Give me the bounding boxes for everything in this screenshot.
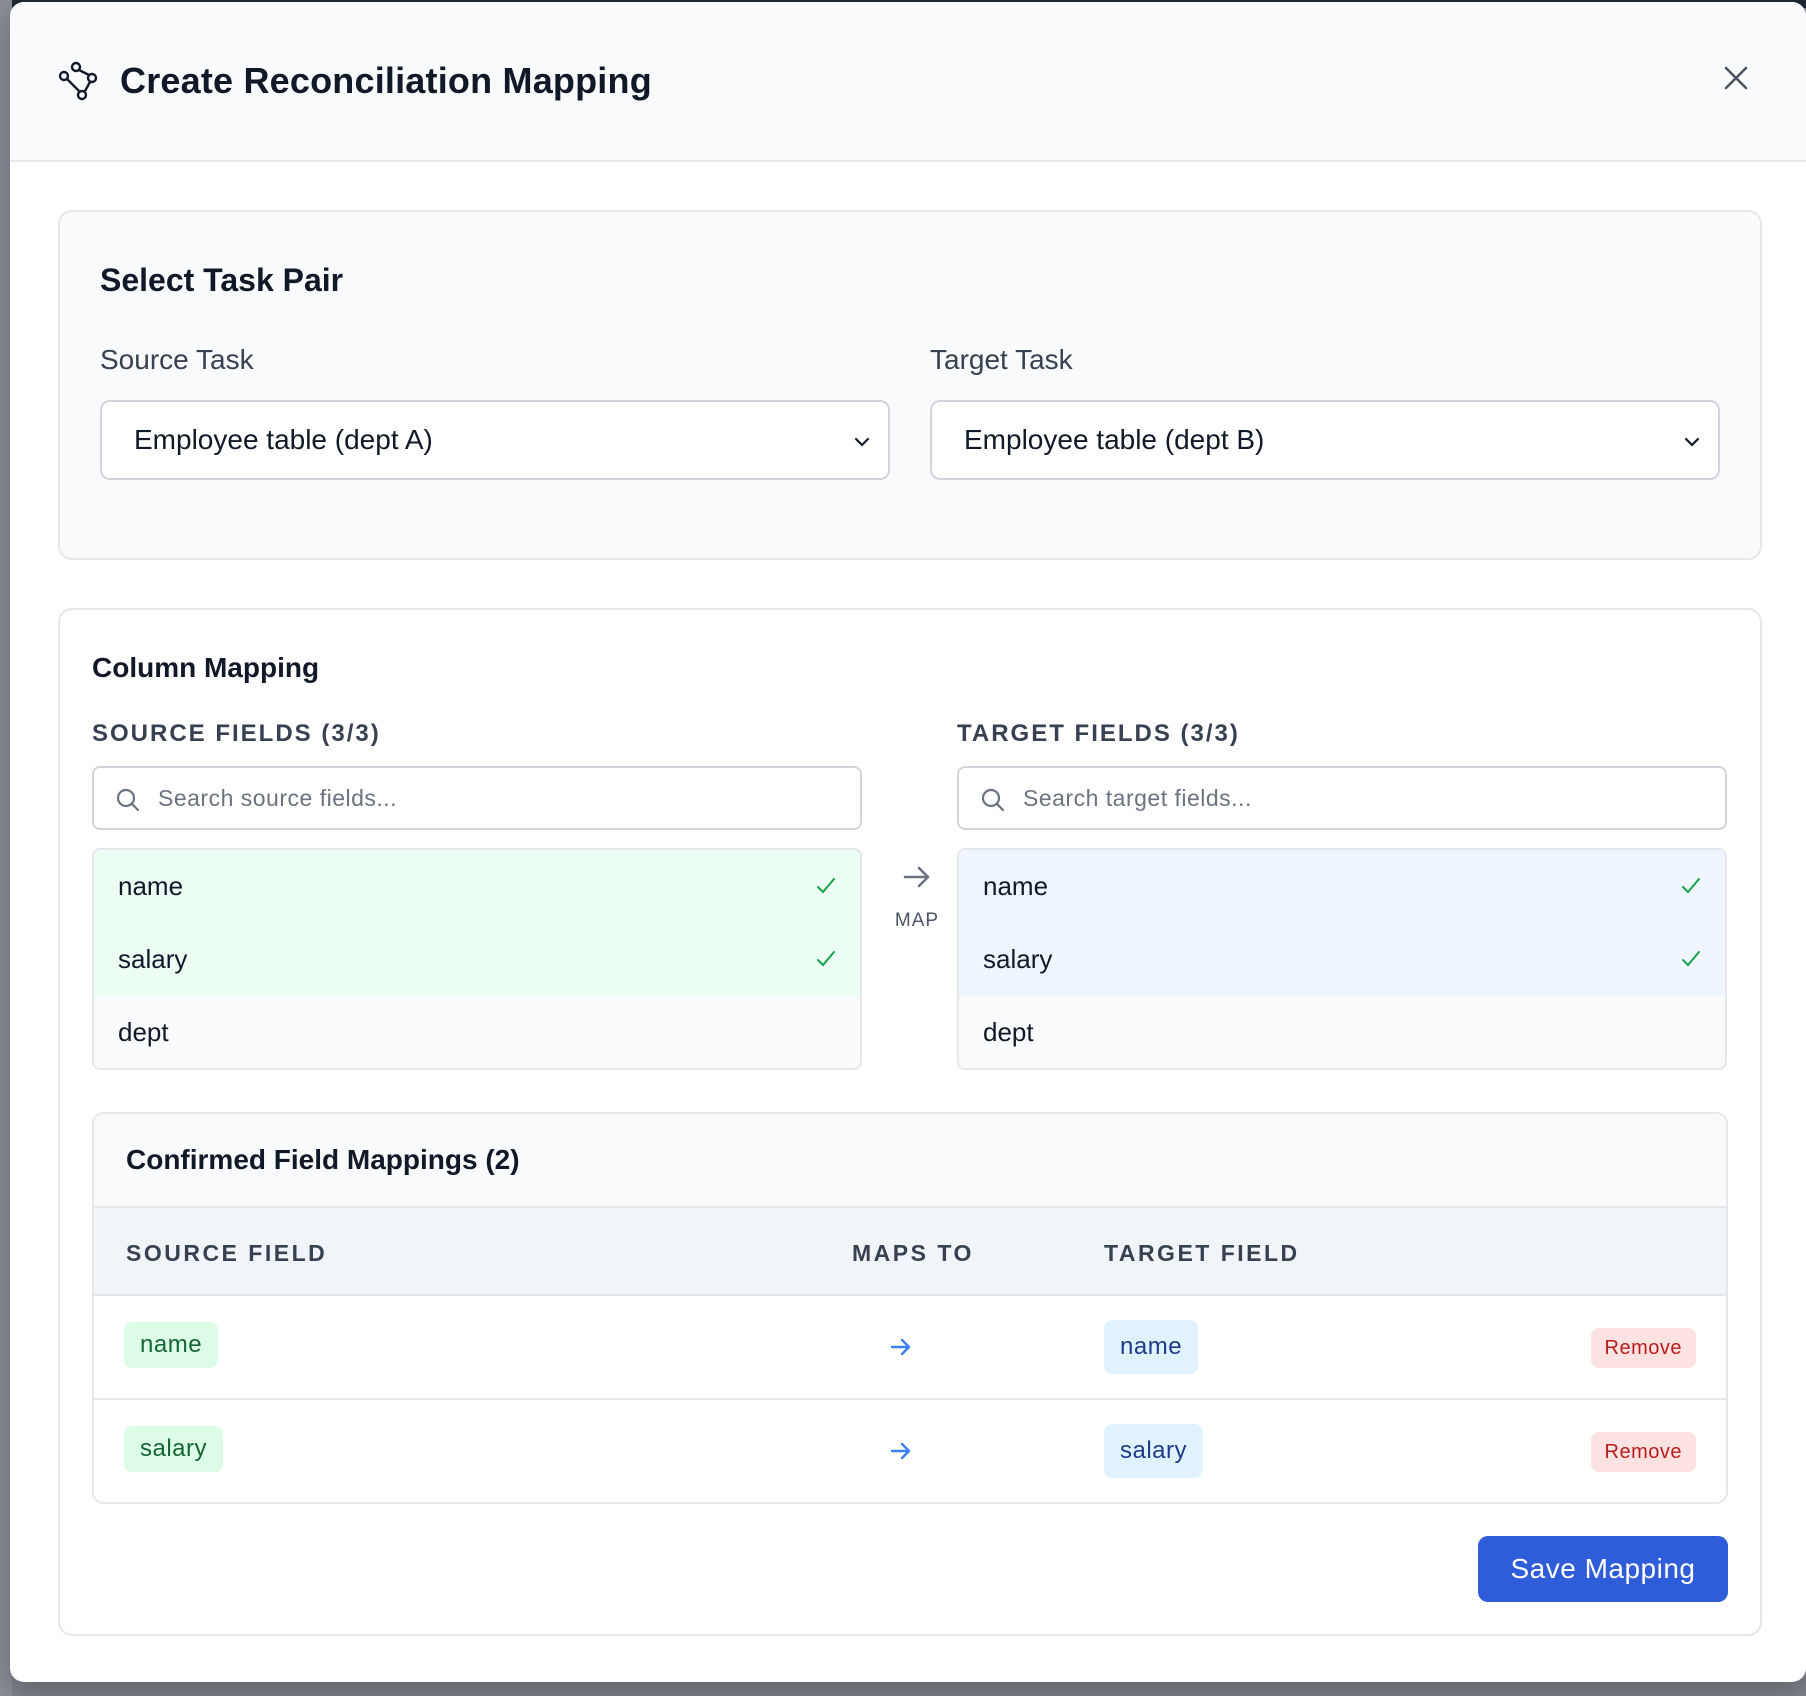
target-search-input[interactable] xyxy=(1023,784,1725,812)
check-icon xyxy=(1682,951,1700,967)
target-fields-heading: TARGET FIELDS (3/3) xyxy=(957,720,1240,747)
source-field-item[interactable]: salary xyxy=(94,923,860,996)
table-header: SOURCE FIELD MAPS TO TARGET FIELD xyxy=(94,1208,1726,1296)
field-label: dept xyxy=(118,1017,169,1047)
source-field-pill: salary xyxy=(124,1426,224,1472)
modal-title: Create Reconciliation Mapping xyxy=(120,60,652,101)
target-field-item[interactable]: dept xyxy=(959,996,1725,1068)
table-row: salary salary Remove xyxy=(94,1400,1726,1502)
confirmed-mappings-title: Confirmed Field Mappings (2) xyxy=(94,1114,1726,1208)
arrow-right-icon xyxy=(890,1338,911,1356)
source-field-item[interactable]: dept xyxy=(94,996,860,1068)
reconciliation-modal: Create Reconciliation Mapping Select Tas… xyxy=(10,2,1806,1682)
save-mapping-button[interactable]: Save Mapping xyxy=(1478,1536,1728,1602)
map-label: MAP xyxy=(894,910,940,931)
close-icon xyxy=(1724,66,1748,90)
arrow-right-icon xyxy=(903,866,930,888)
task-pair-title: Select Task Pair xyxy=(100,262,344,298)
target-field-item[interactable]: name xyxy=(959,850,1725,923)
check-icon xyxy=(817,878,835,894)
target-task-select[interactable]: Employee table (dept B) xyxy=(930,400,1720,480)
arrow-right-icon xyxy=(890,1442,911,1460)
search-icon xyxy=(981,788,1005,812)
source-field-item[interactable]: name xyxy=(94,850,860,923)
source-task-label: Source Task xyxy=(100,344,254,375)
confirmed-mappings: Confirmed Field Mappings (2) SOURCE FIEL… xyxy=(92,1112,1728,1504)
task-pair-card: Select Task Pair Source Task Employee ta… xyxy=(58,210,1762,560)
table-row: name name Remove xyxy=(94,1296,1726,1400)
search-icon xyxy=(116,788,140,812)
target-field-list: name salary dept xyxy=(957,848,1727,1070)
chevron-down-icon xyxy=(1684,437,1700,447)
field-label: name xyxy=(983,871,1049,901)
source-field-list: name salary dept xyxy=(92,848,862,1070)
source-task-select[interactable]: Employee table (dept A) xyxy=(100,400,890,480)
remove-button[interactable]: Remove xyxy=(1590,1432,1696,1472)
network-nodes-icon xyxy=(58,59,102,103)
background-app xyxy=(0,0,12,1696)
col-header-source: SOURCE FIELD xyxy=(126,1240,328,1266)
field-label: name xyxy=(118,871,184,901)
target-field-pill: salary xyxy=(1104,1424,1204,1478)
column-mapping-card: Column Mapping SOURCE FIELDS (3/3) TARGE… xyxy=(58,608,1762,1636)
source-fields-heading: SOURCE FIELDS (3/3) xyxy=(92,720,381,747)
target-field-item[interactable]: salary xyxy=(959,923,1725,996)
target-field-pill: name xyxy=(1104,1320,1199,1374)
col-header-target: TARGET FIELD xyxy=(1104,1240,1300,1266)
target-search xyxy=(957,766,1727,830)
column-mapping-title: Column Mapping xyxy=(92,652,320,683)
chevron-down-icon xyxy=(854,437,870,447)
modal-header: Create Reconciliation Mapping xyxy=(10,2,1806,162)
target-task-value: Employee table (dept B) xyxy=(964,424,1265,455)
check-icon xyxy=(817,951,835,967)
map-action[interactable]: MAP xyxy=(872,850,962,932)
close-button[interactable] xyxy=(1716,58,1756,98)
field-label: salary xyxy=(983,944,1053,974)
col-header-maps-to: MAPS TO xyxy=(852,1240,974,1266)
source-task-value: Employee table (dept A) xyxy=(134,424,433,455)
source-search-input[interactable] xyxy=(158,784,860,812)
check-icon xyxy=(1682,878,1700,894)
target-task-label: Target Task xyxy=(930,344,1073,375)
field-label: salary xyxy=(118,944,188,974)
remove-button[interactable]: Remove xyxy=(1590,1328,1696,1368)
source-search xyxy=(92,766,862,830)
source-field-pill: name xyxy=(124,1322,219,1368)
field-label: dept xyxy=(983,1017,1034,1047)
